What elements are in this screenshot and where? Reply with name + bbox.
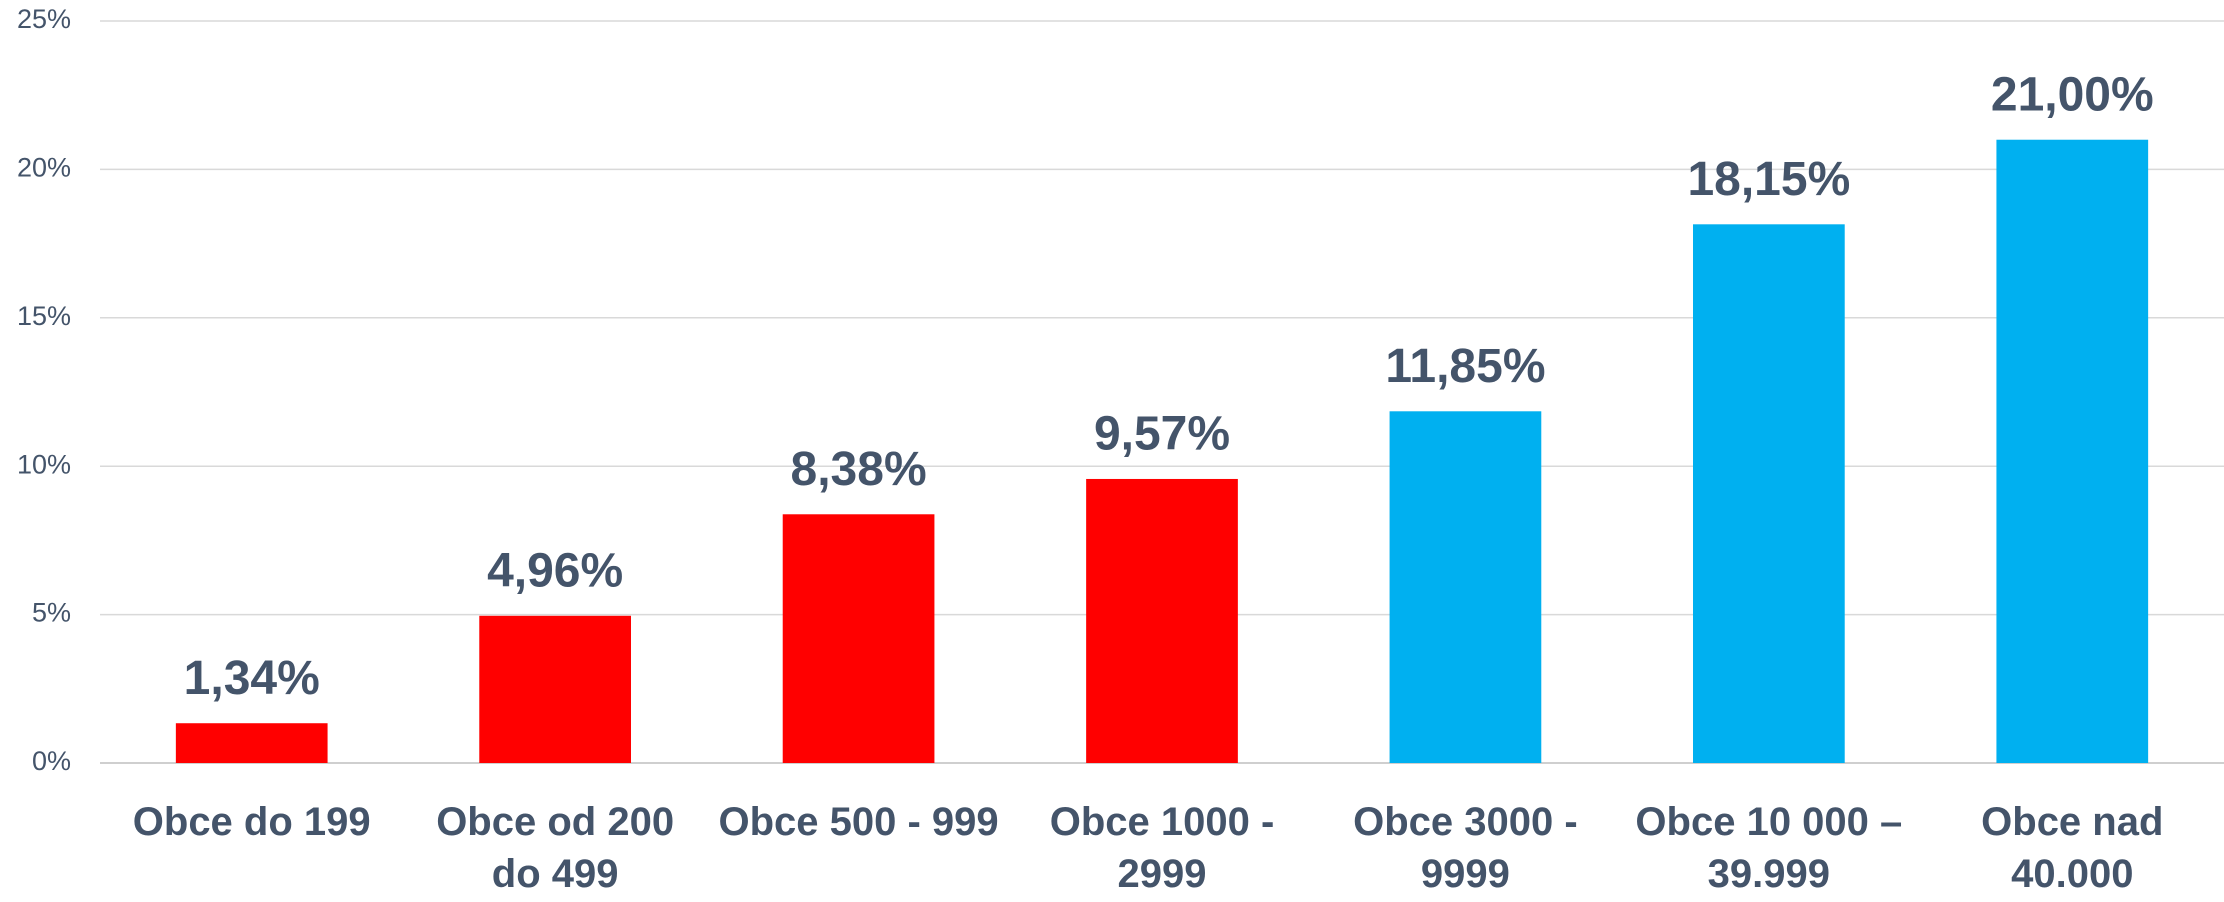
y-tick-label: 25% [17,4,71,34]
bar [782,514,935,763]
value-label: 11,85% [1385,340,1545,393]
y-tick-label: 0% [32,746,71,776]
bar [1389,411,1542,763]
x-tick-label: Obce 1000 - 2999 [1049,800,1275,896]
bar [1693,224,1845,764]
x-tick-label: Obce 10 000 – 39.999 [1635,800,1903,896]
y-tick-label: 15% [17,301,71,331]
x-tick-label: Obce 3000 - 9999 [1353,800,1578,896]
value-label: 4,96% [487,544,623,597]
bar [1086,478,1238,763]
bar [479,615,631,763]
bar [1996,139,2149,764]
value-label: 1,34% [184,652,320,705]
x-tick-label: Obce do 199 [132,800,371,844]
value-label: 9,57% [1094,408,1230,461]
bar [175,723,328,763]
x-tick-label: Obce 500 - 999 [718,800,999,844]
y-tick-label: 5% [32,598,71,628]
value-label: 18,15% [1687,153,1850,206]
y-tick-label: 20% [17,153,71,183]
value-label: 21,00% [1991,68,2154,121]
x-tick-label: Obce od 200 do 499 [436,800,675,896]
value-label: 8,38% [791,443,927,496]
x-tick-label: Obce nad 40.000 [1981,800,2164,896]
y-tick-label: 10% [17,449,71,479]
